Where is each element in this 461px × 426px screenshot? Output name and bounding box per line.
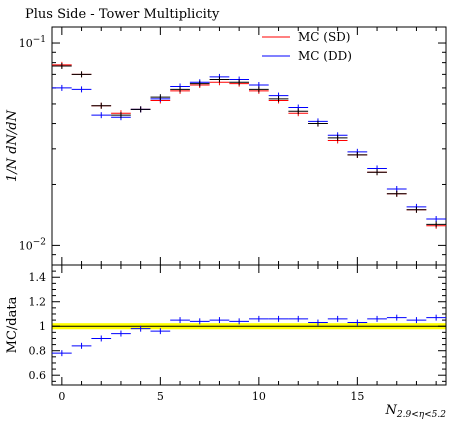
legend-label-sd: MC (SD) <box>298 30 351 44</box>
ratio-y-ticks: 0.6 0.8 1 1.2 1.4 <box>29 270 446 382</box>
legend: MC (SD) MC (DD) <box>262 30 352 63</box>
ratio-x-tick-label: 0 <box>58 390 65 403</box>
main-series-group <box>52 61 446 229</box>
ratio-y-tick-label: 0.6 <box>29 369 47 382</box>
x-axis-label: N2.9<η<5.2 <box>385 403 447 420</box>
ratio-y-axis-label: MC/data <box>5 296 20 353</box>
x-axis-label-main: N <box>385 403 398 418</box>
ratio-x-tick-label: 5 <box>157 390 164 403</box>
main-y-tick-label: 10−2 <box>19 237 46 252</box>
main-y-axis-label: 1/N dN/dN <box>5 109 20 182</box>
ratio-y-tick-label: 0.8 <box>29 345 47 358</box>
legend-label-dd: MC (DD) <box>298 49 352 63</box>
ratio-x-tick-label: 10 <box>252 390 266 403</box>
main-y-tick-label: 10−1 <box>19 35 46 50</box>
main-plot-frame <box>51 26 447 266</box>
ratio-y-tick-label: 1.2 <box>29 296 47 309</box>
main-x-ticks <box>61 27 437 265</box>
ratio-x-tick-label: 15 <box>350 390 364 403</box>
ratio-plot-panel: 0.6 0.8 1 1.2 1.4 0 5 10 15 <box>29 264 447 403</box>
main-y-ticks: 10−2 10−1 <box>19 35 446 266</box>
main-plot-panel: 10−2 10−1 <box>19 26 447 266</box>
ratio-plot-frame <box>51 264 447 386</box>
ratio-x-ticks: 0 5 10 15 <box>58 265 437 403</box>
chart-title: Plus Side - Tower Multiplicity <box>25 7 220 22</box>
ratio-y-tick-label: 1 <box>39 320 46 333</box>
ratio-y-tick-label: 1.4 <box>29 271 47 284</box>
x-axis-label-subscript: 2.9<η<5.2 <box>396 410 446 420</box>
ratio-series-group <box>52 314 446 357</box>
